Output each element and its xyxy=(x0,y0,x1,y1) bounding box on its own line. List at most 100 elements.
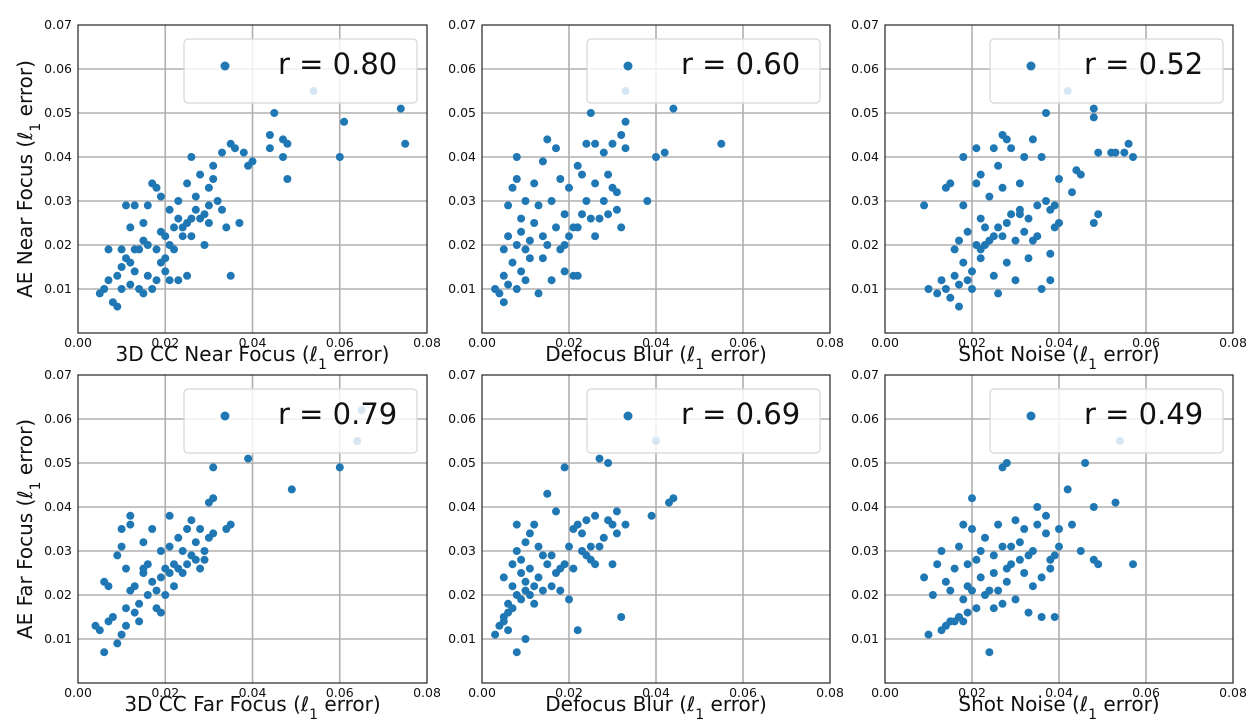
data-point xyxy=(1042,529,1050,538)
y-tick-label: 0.07 xyxy=(851,367,879,382)
legend-marker xyxy=(1026,61,1036,71)
x-axis-label: Shot Noise (ℓ1 error) xyxy=(958,342,1159,373)
axes-frame xyxy=(884,374,1234,684)
data-point xyxy=(538,586,547,595)
data-point xyxy=(937,276,946,285)
data-point xyxy=(989,271,998,280)
data-point xyxy=(130,267,139,276)
data-point xyxy=(560,241,569,249)
data-point xyxy=(1020,153,1029,161)
data-point xyxy=(1002,459,1011,467)
x-tick-label: 0.08 xyxy=(816,335,844,350)
data-point xyxy=(248,157,257,166)
y-axis-label: AE Near Focus (ℓ1 error) xyxy=(13,60,44,298)
data-point xyxy=(499,573,508,582)
y-tick-label: 0.06 xyxy=(851,61,879,76)
y-tick-label: 0.06 xyxy=(44,61,72,76)
data-point xyxy=(1033,520,1042,529)
data-point xyxy=(104,245,113,254)
data-point xyxy=(170,223,178,232)
data-point xyxy=(209,161,218,170)
scatter-panel-5: r = 0.69 0.00 0.02 0.04 0.06 0.08 0.01 0.02 0.03… xyxy=(448,367,844,723)
data-point xyxy=(396,104,405,113)
data-point xyxy=(508,604,517,613)
data-point xyxy=(604,210,613,219)
data-point xyxy=(335,463,344,472)
data-point xyxy=(1050,551,1059,560)
data-point xyxy=(968,525,976,533)
data-point xyxy=(976,573,985,582)
x-tick-label: 0.00 xyxy=(64,335,92,350)
data-point xyxy=(196,170,205,179)
data-point xyxy=(512,547,521,555)
y-tick-label: 0.01 xyxy=(448,281,476,296)
data-point xyxy=(530,179,539,188)
data-point xyxy=(538,232,547,241)
data-point xyxy=(669,494,678,503)
data-point xyxy=(552,507,560,516)
data-point xyxy=(209,529,218,538)
data-point xyxy=(283,175,292,183)
data-point xyxy=(595,214,604,223)
legend-box xyxy=(586,388,821,454)
data-point xyxy=(1129,153,1137,161)
data-point xyxy=(968,494,976,503)
data-point xyxy=(1011,276,1020,285)
data-point xyxy=(608,560,617,569)
data-point xyxy=(989,144,998,153)
data-point xyxy=(340,117,349,126)
y-tick-label: 0.01 xyxy=(851,631,879,646)
data-point xyxy=(161,232,170,241)
data-point xyxy=(525,236,534,245)
scatter-panel-1: r = 0.80 0.00 0.02 0.04 0.06 0.08 0.01 0.02 0.03… xyxy=(13,17,441,373)
data-point xyxy=(517,595,526,604)
data-point xyxy=(508,560,517,569)
data-point xyxy=(156,608,165,617)
data-point xyxy=(1002,219,1011,227)
data-point xyxy=(1089,219,1098,227)
data-point xyxy=(174,197,183,205)
data-point xyxy=(148,285,157,293)
data-point xyxy=(552,223,560,232)
data-point xyxy=(152,183,161,192)
data-point xyxy=(143,271,152,280)
data-point xyxy=(959,153,968,161)
data-point xyxy=(1002,577,1011,586)
data-point xyxy=(183,525,192,533)
data-point xyxy=(998,599,1007,608)
data-point xyxy=(165,511,174,520)
data-point xyxy=(209,494,218,503)
data-point xyxy=(499,298,508,307)
data-point xyxy=(135,599,144,608)
x-tick-label: 0.00 xyxy=(64,685,92,700)
data-point xyxy=(547,276,556,285)
data-point xyxy=(117,263,126,271)
y-tick-label: 0.01 xyxy=(44,281,72,296)
data-point xyxy=(924,630,933,639)
data-point xyxy=(955,236,963,245)
y-tick-label: 0.06 xyxy=(448,411,476,426)
data-point xyxy=(178,569,187,577)
data-point xyxy=(117,285,126,293)
data-point xyxy=(976,547,985,555)
x-tick-label: 0.00 xyxy=(468,685,496,700)
data-point xyxy=(218,205,226,214)
data-point xyxy=(512,175,521,183)
axes-frame xyxy=(77,24,428,334)
y-tick-label: 0.03 xyxy=(448,193,476,208)
data-point xyxy=(950,245,959,254)
data-point xyxy=(521,635,530,643)
data-point xyxy=(100,648,109,657)
x-tick-label: 0.02 xyxy=(958,685,986,700)
legend: r = 0.69 xyxy=(586,388,821,454)
data-point xyxy=(1042,197,1050,205)
legend-box xyxy=(586,38,821,104)
data-point xyxy=(270,109,279,117)
data-point xyxy=(191,538,200,547)
data-point xyxy=(950,564,959,573)
data-point xyxy=(1094,560,1103,569)
x-axis-label: 3D CC Near Focus (ℓ1 error) xyxy=(116,342,390,373)
data-point xyxy=(920,201,929,210)
data-point xyxy=(586,214,595,223)
